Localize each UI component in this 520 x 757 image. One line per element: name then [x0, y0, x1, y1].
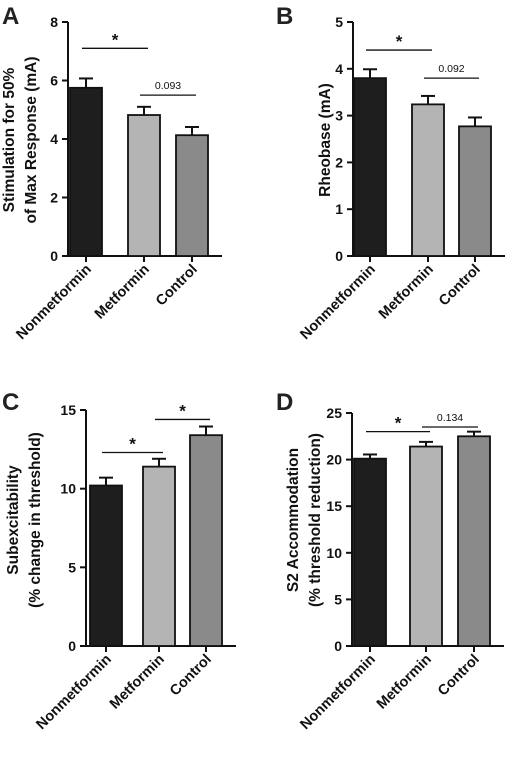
y-tick-label: 6 [50, 73, 58, 89]
y-tick-label: 10 [326, 545, 342, 561]
y-axis-label: (% change in threshold) [27, 432, 44, 608]
significance-p-value: 0.093 [155, 80, 181, 92]
category-label: Metformin [376, 262, 437, 323]
panel-a-letter: A [2, 3, 19, 30]
category-label: Control [436, 262, 484, 310]
bar [142, 465, 176, 647]
panel-d-letter: D [276, 389, 293, 416]
y-tick-label: 5 [335, 14, 343, 30]
y-tick-label: 5 [334, 591, 342, 607]
significance-star: * [395, 414, 402, 433]
y-tick-label: 15 [326, 498, 342, 514]
category-label: Nonmetformin [297, 262, 378, 343]
panel-c-letter: C [2, 389, 19, 416]
panel-d: D 0 5 10 15 20 25 S2 Accommodation (% threshold… [276, 389, 504, 733]
bar [175, 134, 209, 257]
significance-star: * [129, 434, 136, 453]
y-tick-label: 4 [335, 61, 343, 77]
category-label: Nonmetformin [13, 262, 94, 343]
y-axis-label: (% threshold reduction) [307, 433, 324, 607]
y-tick-label: 3 [335, 108, 343, 124]
category-label: Control [435, 652, 483, 700]
panel-c: C 0 5 10 15 Subexcitability (% change in thre… [2, 389, 236, 733]
bar [411, 103, 445, 257]
category-label: Metformin [92, 262, 153, 323]
category-label: Nonmetformin [297, 652, 378, 733]
significance-star: * [396, 32, 403, 51]
panel-a: A 0 2 4 6 8 Stimulation for 50% of Max Respons… [1, 3, 222, 343]
category-label: Control [153, 262, 201, 310]
y-tick-label: 25 [326, 405, 342, 421]
y-tick-label: 8 [50, 14, 58, 30]
y-tick-label: 0 [68, 638, 76, 654]
bar [127, 114, 161, 257]
y-tick-label: 2 [335, 154, 343, 170]
y-tick-label: 5 [68, 559, 76, 575]
bar [353, 77, 387, 257]
y-tick-label: 2 [50, 190, 58, 206]
y-tick-label: 4 [50, 131, 58, 147]
category-label: Control [167, 652, 215, 700]
bar [458, 125, 492, 257]
y-tick-label: 1 [335, 201, 343, 217]
y-axis-label: Rheobase (mA) [317, 83, 334, 197]
y-axis-label: of Max Response (mA) [23, 56, 40, 223]
panel-b: B 0 1 2 3 4 5 Rheobase (mA) NonmetforminMetform… [276, 3, 505, 343]
y-axis-label: S2 Accommodation [285, 448, 302, 592]
significance-p-value: 0.134 [437, 412, 463, 424]
bar [353, 457, 387, 647]
bar [189, 434, 223, 647]
significance-p-value: 0.092 [438, 63, 464, 75]
bar [89, 484, 123, 647]
bar [69, 86, 103, 257]
panel-b-letter: B [276, 3, 293, 30]
y-axis-label: Subexcitability [5, 465, 22, 575]
y-tick-label: 0 [334, 638, 342, 654]
y-tick-label: 0 [50, 248, 58, 264]
category-label: Metformin [107, 652, 168, 713]
category-label: Metformin [374, 652, 435, 713]
bar [409, 445, 443, 647]
y-tick-label: 15 [60, 402, 76, 418]
significance-star: * [112, 30, 119, 49]
y-tick-label: 20 [326, 452, 342, 468]
y-tick-label: 0 [335, 248, 343, 264]
category-label: Nonmetformin [33, 652, 114, 733]
y-tick-label: 10 [60, 481, 76, 497]
significance-star: * [179, 401, 186, 420]
bar [457, 435, 491, 647]
y-axis-label: Stimulation for 50% [1, 67, 18, 212]
